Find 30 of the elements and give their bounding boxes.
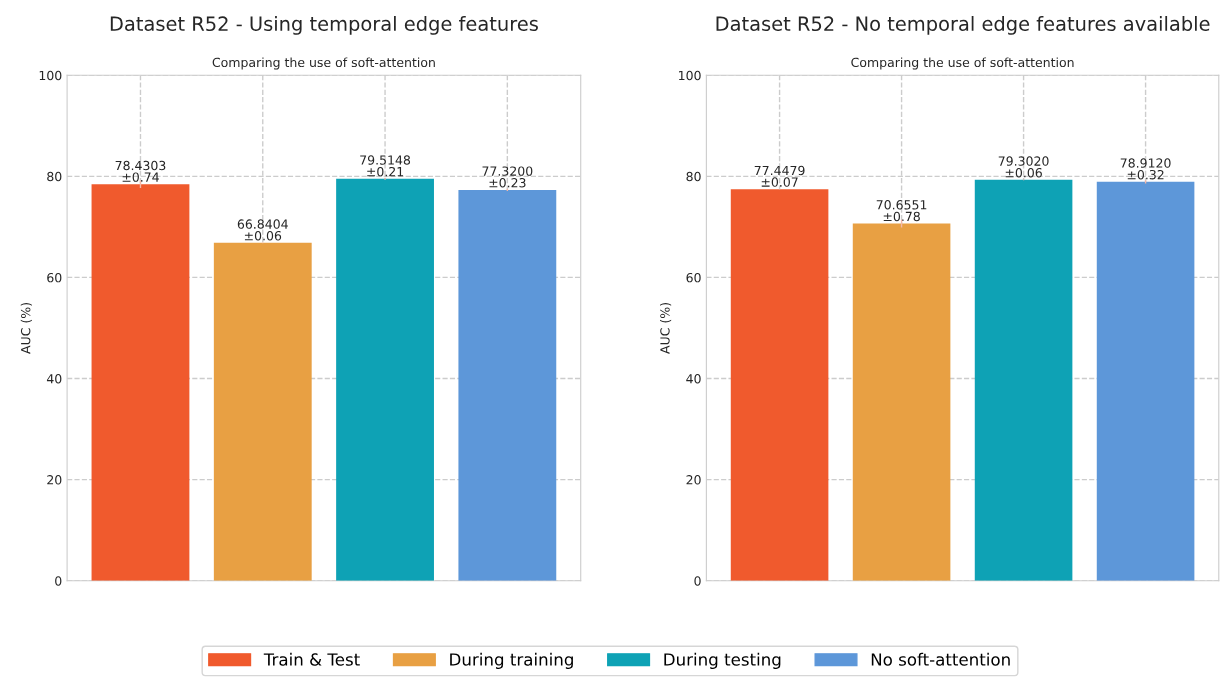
data-label: 66.8404 ±0.06 bbox=[237, 219, 288, 241]
data-label: 77.3200 ±0.23 bbox=[482, 166, 533, 188]
chart-title: Dataset R52 - Using temporal edge features bbox=[110, 15, 538, 35]
data-label: 78.4303 ±0.74 bbox=[115, 160, 166, 182]
y-tick-label: 80 bbox=[686, 171, 701, 182]
y-axis-title: AUC (%) bbox=[20, 303, 32, 354]
data-label: 78.9120 ±0.32 bbox=[1120, 158, 1171, 180]
y-tick-label: 20 bbox=[686, 475, 701, 485]
y-tick-label: 60 bbox=[686, 272, 701, 283]
chart-subtitle: Comparing the use of soft-attention bbox=[212, 57, 435, 70]
chart-title: Dataset R52 - No temporal edge features available bbox=[716, 15, 1210, 35]
y-tick-label: 0 bbox=[55, 576, 62, 586]
legend-label: During testing bbox=[664, 652, 781, 669]
chart-subtitle: Comparing the use of soft-attention bbox=[851, 57, 1074, 70]
data-label: 79.3020 ±0.06 bbox=[998, 156, 1049, 178]
y-tick-label: 20 bbox=[47, 475, 62, 485]
y-tick-label: 80 bbox=[47, 171, 62, 182]
y-tick-label: 40 bbox=[46, 374, 62, 384]
y-tick-label: 60 bbox=[47, 272, 62, 283]
legend-label: During training bbox=[450, 652, 573, 669]
y-axis-title: AUC (%) bbox=[660, 303, 672, 354]
data-label: 70.6551 ±0.78 bbox=[876, 200, 927, 222]
legend-label: No soft-attention bbox=[871, 652, 1010, 666]
y-tick-label: 100 bbox=[39, 70, 62, 81]
data-label: 79.5148 ±0.21 bbox=[360, 155, 411, 177]
y-tick-label: 0 bbox=[694, 576, 701, 586]
legend-label: Train & Test bbox=[263, 652, 360, 666]
y-tick-label: 100 bbox=[679, 70, 701, 81]
y-tick-label: 40 bbox=[686, 374, 701, 384]
data-label: 77.4479 ±0.07 bbox=[754, 165, 805, 187]
